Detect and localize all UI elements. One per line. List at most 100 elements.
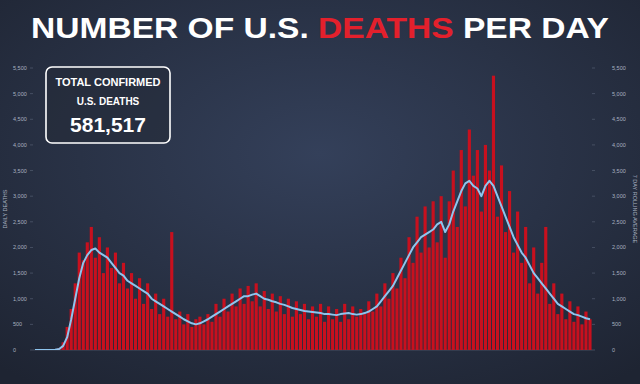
bar	[343, 304, 346, 350]
y-tick-label: 5,000	[13, 91, 27, 97]
bar	[415, 217, 418, 350]
bar	[456, 227, 459, 350]
y2-tick	[592, 93, 595, 94]
bar	[186, 314, 189, 350]
y2-tick	[592, 350, 595, 351]
bar	[492, 76, 495, 350]
bar	[420, 253, 423, 350]
bar	[516, 212, 519, 350]
bar	[375, 294, 378, 350]
y2-tick-label: 500	[612, 321, 621, 327]
bar	[90, 227, 93, 350]
bar	[528, 283, 531, 350]
title-part: DEATHS	[309, 12, 454, 44]
bar	[548, 304, 551, 350]
y-tick	[30, 170, 33, 171]
y-tick	[30, 196, 33, 197]
bar	[323, 322, 326, 350]
bar	[580, 324, 583, 350]
bar	[460, 150, 463, 350]
bar	[347, 319, 350, 350]
bar	[371, 312, 374, 350]
bar	[556, 314, 559, 350]
y2-tick	[592, 119, 595, 120]
bar	[520, 263, 523, 350]
bar	[484, 145, 487, 350]
bar	[508, 191, 511, 350]
y2-tick-label: 2,500	[612, 219, 626, 225]
bar	[158, 314, 161, 350]
y2-tick-label: 0	[612, 347, 615, 353]
y2-tick	[592, 247, 595, 248]
bar	[512, 253, 515, 350]
bar	[588, 319, 591, 350]
bar	[436, 242, 439, 350]
bar	[210, 322, 213, 350]
y-axis-title: DAILY DEATHS	[2, 189, 8, 228]
title-part: PER DAY	[454, 12, 609, 44]
bar	[403, 278, 406, 350]
bar	[363, 314, 366, 350]
y2-tick	[592, 68, 595, 69]
bar	[291, 317, 294, 350]
bar	[444, 258, 447, 350]
bar	[432, 201, 435, 350]
bar	[339, 322, 342, 350]
bar	[218, 317, 221, 350]
y-tick-label: 4,000	[13, 142, 27, 148]
y-tick	[30, 119, 33, 120]
axes: 05001,0001,5002,0002,5003,0003,5004,0004…	[2, 65, 638, 353]
chart: NUMBER OF U.S. DEATHS PER DAY05001,0001,…	[0, 0, 640, 384]
bar	[166, 317, 169, 350]
y-tick	[30, 93, 33, 94]
y-tick	[30, 350, 33, 351]
y2-tick	[592, 273, 595, 274]
y2-tick	[592, 298, 595, 299]
y2-tick	[592, 221, 595, 222]
y2-tick	[592, 170, 595, 171]
bar	[387, 299, 390, 350]
rolling-average-line	[35, 181, 590, 350]
bar	[411, 263, 414, 350]
bar	[355, 317, 358, 350]
y2-tick-label: 1,000	[612, 296, 626, 302]
bar	[560, 294, 563, 350]
bar	[259, 306, 262, 350]
y2-tick-label: 3,000	[612, 193, 626, 199]
bar	[182, 324, 185, 350]
y-tick-label: 3,000	[13, 193, 27, 199]
bar	[315, 317, 318, 350]
bar	[452, 171, 455, 350]
bar	[299, 314, 302, 350]
bar	[476, 150, 479, 350]
bar	[464, 206, 467, 350]
bar	[82, 260, 85, 350]
bar	[424, 206, 427, 350]
bar	[327, 306, 330, 350]
bar	[367, 301, 370, 350]
bar	[428, 247, 431, 350]
y-tick	[30, 324, 33, 325]
background	[0, 0, 640, 384]
bar	[319, 304, 322, 350]
bar	[243, 304, 246, 350]
bar	[78, 253, 81, 350]
bar	[150, 309, 153, 350]
bar	[283, 314, 286, 350]
y-tick	[30, 144, 33, 145]
bar	[504, 232, 507, 350]
bar	[496, 217, 499, 350]
total-box-label: U.S. DEATHS	[77, 96, 140, 107]
y2-tick	[592, 196, 595, 197]
total-box-label: TOTAL CONFIRMED	[55, 76, 160, 88]
bar	[170, 232, 173, 350]
y-tick	[30, 298, 33, 299]
bar	[468, 130, 471, 350]
bar	[102, 273, 105, 350]
y2-axis-title: 7 DAY ROLLING AVERAGE	[632, 175, 638, 244]
bar	[118, 283, 121, 350]
bar	[500, 165, 503, 350]
total-box-value: 581,517	[70, 113, 146, 136]
bar	[331, 319, 334, 350]
bar	[222, 299, 225, 350]
